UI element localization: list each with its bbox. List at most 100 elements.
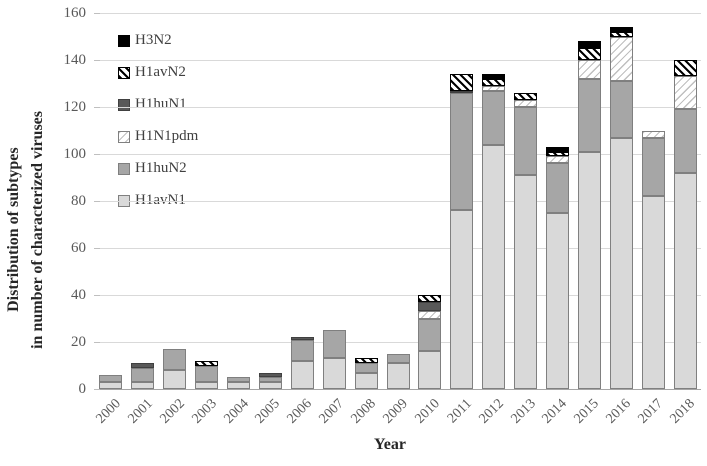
legend-item-H1avN2: H1avN2 <box>118 62 198 83</box>
segment-H1avN2-2015 <box>577 48 601 61</box>
gridline-y-60 <box>95 248 701 249</box>
y-axis-title: Distribution of subtypes in number of cha… <box>0 30 52 430</box>
bar-2009 <box>386 353 410 389</box>
y-tick-label-160: 160 <box>63 5 87 21</box>
segment-H1avN1-2017 <box>641 196 665 389</box>
bar-2005 <box>258 372 282 389</box>
segment-H1huN2-2012 <box>482 90 506 145</box>
segment-H1huN2-2007 <box>322 330 346 359</box>
segment-H1avN2-2018 <box>673 60 697 77</box>
legend-swatch-H3N2-icon <box>118 34 130 47</box>
bar-2008 <box>354 358 378 389</box>
segment-H1avN1-2015 <box>577 151 601 389</box>
segment-H1huN2-2000 <box>99 374 123 382</box>
y-tick-label-0: 0 <box>78 381 87 397</box>
y-tick-mark-60 <box>94 248 100 249</box>
legend-item-H1huN1: H1huN1 <box>118 94 198 115</box>
legend-swatch-H1avN2-icon <box>118 66 130 79</box>
gridline-y-100 <box>95 154 701 155</box>
segment-H1huN2-2001 <box>131 367 155 382</box>
bar-2011 <box>450 74 474 389</box>
legend-label-H1N1pdm: H1N1pdm <box>135 128 199 144</box>
segment-H1avN1-2013 <box>514 175 538 389</box>
segment-H1huN1-2001 <box>131 363 155 368</box>
bar-2013 <box>514 92 538 389</box>
gridline-y-40 <box>95 295 701 296</box>
legend-label-H1huN2: H1huN2 <box>135 160 187 176</box>
segment-H1avN1-2003 <box>195 381 219 389</box>
y-tick-mark-80 <box>94 201 100 202</box>
segment-H1avN2-2012 <box>482 78 506 86</box>
legend-item-H1avN1: H1avN1 <box>118 190 198 211</box>
legend-swatch-H1N1pdm-icon <box>118 130 130 143</box>
segment-H3N2-2016 <box>609 27 633 32</box>
y-axis-title-text: Distribution of subtypes in number of cha… <box>5 111 46 349</box>
x-axis-title: Year <box>374 436 406 453</box>
bar-2015 <box>577 41 601 389</box>
segment-H1avN2-2014 <box>545 151 569 157</box>
y-tick-mark-20 <box>94 342 100 343</box>
y-tick-mark-0 <box>94 389 100 390</box>
chart-legend: H3N2 H1avN2 H1huN1 H1N1pdm H1huN2 H1avN1 <box>112 28 209 224</box>
segment-H1huN2-2013 <box>514 107 538 176</box>
bar-2012 <box>482 74 506 389</box>
segment-H1N1pdm-2015 <box>577 60 601 79</box>
segment-H1avN2-2003 <box>195 360 219 366</box>
bar-2002 <box>163 349 187 389</box>
segment-H1avN1-2011 <box>450 210 474 389</box>
y-tick-label-140: 140 <box>63 52 87 68</box>
segment-H1avN1-2007 <box>322 358 346 389</box>
bar-2018 <box>673 60 697 389</box>
segment-H1huN1-2006 <box>290 337 314 340</box>
segment-H1huN2-2018 <box>673 109 697 173</box>
legend-label-H1huN1: H1huN1 <box>135 96 187 112</box>
y-tick-label-120: 120 <box>63 99 87 115</box>
segment-H1huN2-2002 <box>163 349 187 371</box>
segment-H1huN2-2011 <box>450 92 474 211</box>
segment-H1avN1-2009 <box>386 363 410 389</box>
legend-item-H3N2: H3N2 <box>118 30 198 51</box>
bar-2017 <box>641 130 665 389</box>
segment-H1huN1-2010 <box>418 302 442 312</box>
segment-H1huN2-2008 <box>354 363 378 373</box>
segment-H1avN1-2004 <box>227 381 251 389</box>
legend-label-H1avN1: H1avN1 <box>135 192 186 208</box>
bar-2001 <box>131 363 155 389</box>
x-axis-line <box>95 389 701 390</box>
segment-H1huN2-2005 <box>258 377 282 382</box>
segment-H1avN1-2012 <box>482 144 506 389</box>
bar-2006 <box>290 337 314 389</box>
segment-H1avN1-2018 <box>673 172 697 389</box>
y-tick-label-20: 20 <box>71 334 86 350</box>
segment-H1N1pdm-2018 <box>673 76 697 110</box>
bar-2003 <box>195 360 219 389</box>
segment-H1avN1-2000 <box>99 381 123 389</box>
segment-H1N1pdm-2013 <box>514 99 538 108</box>
legend-swatch-H1huN1-icon <box>118 98 130 111</box>
segment-H1huN2-2010 <box>418 318 442 352</box>
segment-H1huN1-2011 <box>450 90 474 93</box>
y-tick-label-60: 60 <box>71 240 86 256</box>
segment-H1avN1-2006 <box>290 360 314 389</box>
segment-H1huN2-2009 <box>386 353 410 364</box>
segment-H1N1pdm-2014 <box>545 156 569 164</box>
segment-H1avN1-2014 <box>545 212 569 389</box>
segment-H1avN2-2008 <box>354 358 378 364</box>
segment-H1avN2-2011 <box>450 74 474 91</box>
bar-2010 <box>418 295 442 389</box>
segment-H1avN1-2001 <box>131 381 155 389</box>
gridline-y-140 <box>95 60 701 61</box>
gridline-y-160 <box>95 13 701 14</box>
segment-H3N2-2014 <box>545 146 569 152</box>
legend-item-H1huN2: H1huN2 <box>118 158 198 179</box>
y-tick-mark-140 <box>94 60 100 61</box>
segment-H1N1pdm-2017 <box>641 130 665 138</box>
segment-H1huN2-2016 <box>609 81 633 138</box>
segment-H1avN1-2002 <box>163 370 187 389</box>
segment-H1huN2-2015 <box>577 78 601 152</box>
segment-H1avN2-2013 <box>514 92 538 100</box>
bar-2004 <box>227 377 251 389</box>
segment-H1huN2-2004 <box>227 377 251 382</box>
segment-H1huN2-2003 <box>195 365 219 382</box>
bar-2000 <box>99 374 123 389</box>
